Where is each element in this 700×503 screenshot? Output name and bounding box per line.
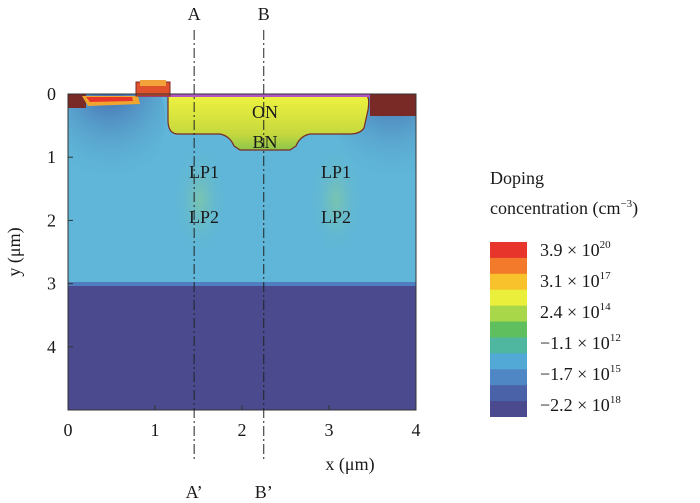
left-source-region — [68, 94, 86, 108]
substrate-region — [68, 284, 416, 410]
left-well — [68, 94, 165, 185]
plot-area — [68, 94, 416, 410]
cutline-bottom-label: A’ — [186, 482, 203, 502]
colorbar-band — [490, 305, 527, 323]
y-tick-label: 3 — [47, 274, 56, 294]
buried-n-region — [167, 95, 370, 151]
colorbar-title-line1: Doping — [490, 168, 544, 188]
colorbar-band — [490, 369, 527, 386]
axes: 0 1 2 3 4 0 1 2 3 4 x (μm) y (μm) — [4, 84, 421, 475]
colorbar-label-mantissa: −1.7 × 10 — [540, 364, 610, 384]
left-contact-core — [86, 97, 133, 102]
colorbar-band — [490, 289, 527, 307]
colorbar-band — [490, 257, 527, 275]
y-tick-label: 4 — [47, 337, 56, 357]
colorbar-label-exp: 17 — [599, 270, 611, 282]
colorbar-label: −2.2 × 1018 — [540, 395, 621, 416]
colorbar-band — [490, 385, 527, 402]
y-tick-label: 1 — [47, 147, 56, 167]
region-label: LP1 — [321, 162, 351, 182]
region-label: LP1 — [189, 162, 219, 182]
colorbar-band — [490, 401, 527, 417]
colorbar-title-text: concentration (cm — [490, 198, 621, 218]
epi-substrate-boundary — [68, 282, 416, 286]
colorbar-band — [490, 242, 527, 259]
region-labels: ON BN LP1 LP2 LP1 LP2 — [189, 102, 351, 227]
colorbar-label-exp: 12 — [609, 332, 621, 344]
colorbar-band — [490, 353, 527, 370]
cutlines: A A’ B B’ — [186, 4, 273, 502]
colorbar-label: 2.4 × 1014 — [540, 302, 611, 323]
y-axis-label: y (μm) — [4, 227, 25, 276]
colorbar-label-mantissa: −2.2 × 10 — [540, 395, 610, 415]
colorbar-title-line2: concentration (cm−3) — [490, 198, 639, 218]
region-label: LP2 — [189, 207, 219, 227]
surface-oxide — [140, 94, 370, 97]
colorbar-label-mantissa: −1.1 × 10 — [540, 333, 610, 353]
cutline-top-label: A — [188, 4, 201, 24]
colorbar-label-exp: 15 — [609, 363, 621, 375]
region-label: BN — [252, 132, 277, 152]
colorbar-band — [490, 337, 527, 354]
colorbar-label-exp: 18 — [609, 394, 621, 406]
colorbar-title-exp: −3 — [620, 198, 633, 210]
right-source-region — [370, 94, 416, 116]
x-tick-label: 3 — [325, 420, 334, 440]
region-label: ON — [252, 102, 278, 122]
gate — [135, 80, 171, 97]
colorbar-gradient — [490, 242, 527, 417]
region-label: LP2 — [321, 207, 351, 227]
x-tick-label: 1 — [151, 420, 160, 440]
colorbar-label: −1.7 × 1015 — [540, 364, 621, 385]
cutline-top-label: B — [258, 4, 270, 24]
colorbar-band — [490, 321, 527, 338]
x-tick-label: 4 — [412, 420, 421, 440]
colorbar-label-exp: 20 — [599, 239, 611, 251]
colorbar-label: 3.9 × 1020 — [540, 240, 611, 261]
colorbar-label-mantissa: 2.4 × 10 — [540, 302, 600, 322]
cutline-bottom-label: B’ — [255, 482, 273, 502]
lp-left-glow — [172, 140, 228, 260]
colorbar: Doping concentration (cm−3) 3.9 × 1020 3.… — [490, 168, 700, 428]
colorbar-label-mantissa: 3.9 × 10 — [540, 240, 600, 260]
x-axis-label: x (μm) — [325, 454, 374, 475]
colorbar-band — [490, 273, 527, 291]
lp-right-glow — [308, 140, 364, 260]
colorbar-label: −1.1 × 1012 — [540, 333, 621, 354]
y-tick-label: 2 — [47, 210, 56, 230]
x-tick-label: 2 — [238, 420, 247, 440]
colorbar-label-mantissa: 3.1 × 10 — [540, 271, 600, 291]
y-tick-label: 0 — [47, 84, 56, 104]
colorbar-label: 3.1 × 1017 — [540, 271, 611, 292]
x-tick-label: 0 — [64, 420, 73, 440]
colorbar-label-exp: 14 — [599, 301, 611, 313]
